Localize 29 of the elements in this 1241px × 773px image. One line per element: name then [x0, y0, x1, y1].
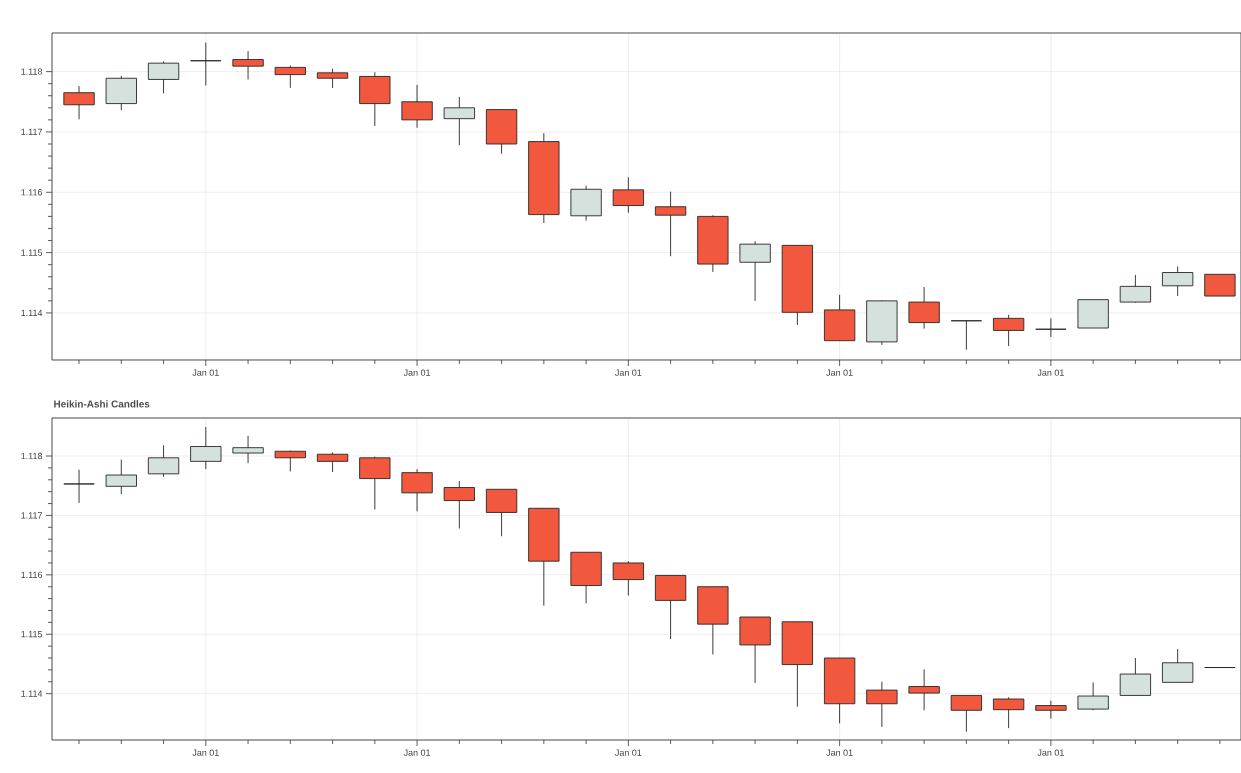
x-tick-label: Jan 01 [1037, 749, 1064, 756]
x-tick-label: Jan 01 [615, 749, 642, 756]
candlestick [908, 668, 940, 711]
x-tick-label: Jan 01 [192, 749, 219, 756]
y-tick-label: 1.115 [21, 249, 43, 256]
y-tick-label: 1.118 [21, 68, 43, 75]
y-tick-label: 1.116 [21, 571, 43, 579]
x-tick-label: Jan 01 [615, 369, 642, 376]
candlestick [190, 42, 222, 86]
y-tick-label: 1.114 [21, 690, 43, 697]
x-tick-label: Jan 01 [826, 749, 853, 756]
candlestick [232, 50, 264, 80]
y-tick-label: 1.116 [21, 189, 43, 196]
candlestick [63, 469, 95, 504]
candlestick [654, 191, 687, 257]
chart-title: Heikin-Ashi Candles [54, 400, 150, 408]
y-tick-label: 1.114 [21, 309, 43, 317]
candlestick [1035, 700, 1067, 720]
x-tick-label: Jan 01 [403, 749, 431, 756]
x-tick-label: Jan 01 [1037, 369, 1064, 376]
x-tick-label: Jan 01 [192, 369, 219, 376]
x-tick-label: Jan 01 [403, 369, 431, 376]
x-tick-label: Jan 01 [826, 369, 853, 376]
y-tick-label: 1.117 [21, 128, 43, 136]
candlestick [1035, 317, 1067, 338]
y-tick-label: 1.118 [21, 452, 43, 460]
y-tick-label: 1.117 [21, 512, 43, 519]
y-tick-label: 1.115 [21, 631, 43, 638]
candlestick [950, 320, 983, 351]
